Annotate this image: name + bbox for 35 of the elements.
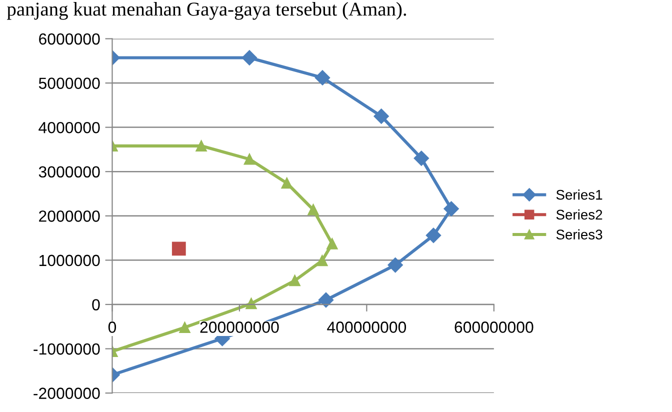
point	[281, 178, 292, 189]
y-tick-label: 0	[92, 299, 100, 310]
x-tick-label: 0	[108, 322, 116, 333]
y-tick-label: 1000000	[39, 254, 100, 266]
x-tick-label: 600000000	[454, 322, 534, 333]
point	[244, 154, 255, 165]
point	[444, 201, 459, 216]
point	[326, 238, 338, 250]
y-tick-label: -1000000	[34, 343, 100, 355]
y-tick-label: -2000000	[34, 388, 100, 399]
legend-label: Series3	[556, 229, 602, 240]
point	[172, 242, 186, 256]
y-tick-label: 2000000	[39, 210, 100, 222]
point	[316, 255, 328, 266]
x-tick-label: 200000000	[200, 322, 279, 333]
y-tick-label: 6000000	[39, 33, 100, 45]
x-tick-label: 400000000	[327, 322, 406, 333]
point	[242, 50, 258, 66]
legend-label: Series2	[556, 209, 602, 220]
y-tick-label: 3000000	[38, 166, 100, 178]
text: panjang kuat menahan Gaya-gaya tersebut (Aman).	[7, 2, 406, 20]
point	[314, 70, 330, 86]
point	[318, 292, 334, 308]
legend-label: Series1	[556, 190, 602, 200]
point	[388, 257, 403, 273]
point	[426, 228, 442, 243]
point	[179, 322, 190, 334]
y-tick-label: 4000000	[38, 122, 100, 134]
point	[374, 108, 389, 124]
point	[246, 298, 257, 310]
y-tick-label: 5000000	[38, 78, 100, 89]
point	[308, 204, 319, 216]
point	[196, 140, 207, 152]
point	[289, 274, 300, 286]
point	[414, 150, 429, 166]
